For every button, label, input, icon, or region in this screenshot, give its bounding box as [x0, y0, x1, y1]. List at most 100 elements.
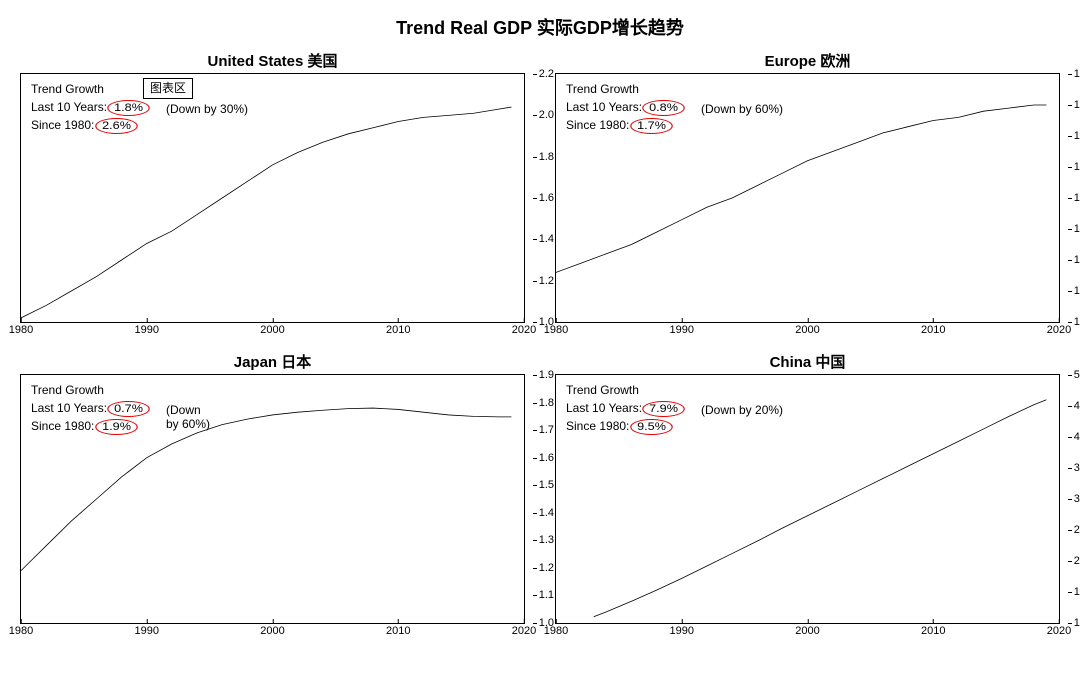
y-tick: 1.8	[539, 151, 554, 163]
last10-label: Last 10 Years:	[31, 100, 107, 114]
y-tick: 1.5	[1074, 586, 1080, 598]
y-tick: 3.5	[1074, 462, 1080, 474]
x-tick: 1990	[135, 324, 159, 336]
down-by-note: (Down by 30%)	[166, 102, 248, 116]
y-tick: 1.4	[539, 233, 554, 245]
chart-box: 1.01.11.21.31.41.51.61.71.81980199020002…	[555, 73, 1060, 323]
y-tick: 1.0	[1074, 316, 1080, 328]
y-tick: 1.7	[539, 424, 554, 436]
panel-eu: Europe 欧洲1.01.11.21.31.41.51.61.71.81980…	[555, 50, 1060, 323]
last10-value-circle: 1.8%	[108, 100, 151, 116]
y-axis-ticks: 1.01.52.02.53.03.54.04.55.0	[1061, 375, 1080, 623]
x-tick: 2000	[260, 625, 284, 637]
since-value-circle: 2.6%	[95, 118, 138, 134]
since-label: Since 1980:	[31, 118, 94, 132]
y-tick: 2.0	[1074, 555, 1080, 567]
trend-annotation: Trend GrowthLast 10 Years: 1.8%Since 198…	[31, 80, 147, 134]
trend-annotation: Trend GrowthLast 10 Years: 0.8%Since 198…	[566, 80, 682, 134]
y-tick: 1.4	[539, 507, 554, 519]
y-tick: 3.0	[1074, 493, 1080, 505]
last10-label: Last 10 Years:	[566, 100, 642, 114]
main-title: Trend Real GDP 实际GDP增长趋势	[20, 14, 1060, 40]
x-tick: 1990	[670, 324, 694, 336]
since-label: Since 1980:	[566, 118, 629, 132]
trend-growth-label: Trend Growth	[566, 381, 682, 399]
trend-growth-label: Trend Growth	[31, 381, 147, 399]
down-by-note: (Down by 20%)	[701, 403, 783, 417]
trend-growth-label: Trend Growth	[566, 80, 682, 98]
y-tick: 1.0	[1074, 617, 1080, 629]
y-tick: 1.3	[1074, 223, 1080, 235]
trend-growth-label: Trend Growth	[31, 80, 147, 98]
last10-value-circle: 0.7%	[108, 401, 151, 417]
panel-title: China 中国	[555, 351, 1060, 372]
y-tick: 5.0	[1074, 369, 1080, 381]
panel-title: Europe 欧洲	[555, 50, 1060, 71]
last10-label: Last 10 Years:	[31, 401, 107, 415]
y-tick: 1.8	[539, 397, 554, 409]
x-tick: 1980	[544, 625, 568, 637]
since-value-circle: 1.7%	[630, 118, 673, 134]
legend-box: 图表区	[143, 78, 193, 99]
y-tick: 1.3	[539, 534, 554, 546]
y-tick: 2.2	[539, 68, 554, 80]
x-tick: 1980	[9, 625, 33, 637]
trend-annotation: Trend GrowthLast 10 Years: 0.7%Since 198…	[31, 381, 147, 435]
y-tick: 1.2	[539, 275, 554, 287]
x-tick: 1990	[135, 625, 159, 637]
y-tick: 2.5	[1074, 524, 1080, 536]
chart-box: 1.01.52.02.53.03.54.04.55.01980199020002…	[555, 374, 1060, 624]
since-label: Since 1980:	[31, 419, 94, 433]
last10-value-circle: 7.9%	[643, 401, 686, 417]
y-tick: 1.1	[1074, 285, 1080, 297]
last10-value-circle: 0.8%	[643, 100, 686, 116]
y-tick: 1.6	[539, 452, 554, 464]
y-tick: 2.0	[539, 109, 554, 121]
x-tick: 1980	[544, 324, 568, 336]
y-tick: 1.6	[539, 192, 554, 204]
y-tick: 1.8	[1074, 68, 1080, 80]
x-tick: 2020	[512, 324, 536, 336]
x-axis-ticks: 19801990200020102020	[556, 625, 1059, 641]
y-tick: 1.6	[1074, 130, 1080, 142]
y-tick: 1.2	[539, 562, 554, 574]
chart-box: 1.01.21.41.61.82.02.21980199020002010202…	[20, 73, 525, 323]
panel-title: United States 美国	[20, 50, 525, 71]
down-by-note: (Down by 60%)	[701, 102, 783, 116]
x-tick: 1990	[670, 625, 694, 637]
since-label: Since 1980:	[566, 419, 629, 433]
x-tick: 2000	[260, 324, 284, 336]
y-tick: 1.7	[1074, 99, 1080, 111]
panel-us: United States 美国1.01.21.41.61.82.02.2198…	[20, 50, 525, 323]
x-tick: 1980	[9, 324, 33, 336]
y-tick: 4.0	[1074, 431, 1080, 443]
x-tick: 2010	[921, 324, 945, 336]
trend-annotation: Trend GrowthLast 10 Years: 7.9%Since 198…	[566, 381, 682, 435]
since-value-circle: 9.5%	[630, 419, 673, 435]
y-axis-ticks: 1.01.11.21.31.41.51.61.71.8	[1061, 74, 1080, 322]
x-axis-ticks: 19801990200020102020	[556, 324, 1059, 340]
x-axis-ticks: 19801990200020102020	[21, 324, 524, 340]
y-axis-ticks: 1.01.11.21.31.41.51.61.71.81.9	[526, 375, 554, 623]
panel-jp: Japan 日本1.01.11.21.31.41.51.61.71.81.919…	[20, 351, 525, 624]
x-tick: 2020	[512, 625, 536, 637]
y-tick: 1.1	[539, 589, 554, 601]
x-tick: 2010	[386, 324, 410, 336]
chart-grid: United States 美国1.01.21.41.61.82.02.2198…	[20, 50, 1060, 624]
x-tick: 2000	[795, 625, 819, 637]
x-tick: 2010	[921, 625, 945, 637]
chart-box: 1.01.11.21.31.41.51.61.71.81.91980199020…	[20, 374, 525, 624]
y-tick: 1.4	[1074, 192, 1080, 204]
y-tick: 4.5	[1074, 400, 1080, 412]
y-tick: 1.5	[1074, 161, 1080, 173]
y-tick: 1.5	[539, 479, 554, 491]
x-tick: 2000	[795, 324, 819, 336]
x-axis-ticks: 19801990200020102020	[21, 625, 524, 641]
down-by-note: (Down by 60%)	[166, 403, 210, 432]
x-tick: 2010	[386, 625, 410, 637]
y-axis-ticks: 1.01.21.41.61.82.02.2	[526, 74, 554, 322]
x-tick: 2020	[1047, 625, 1071, 637]
y-tick: 1.2	[1074, 254, 1080, 266]
since-value-circle: 1.9%	[95, 419, 138, 435]
panel-cn: China 中国1.01.52.02.53.03.54.04.55.019801…	[555, 351, 1060, 624]
